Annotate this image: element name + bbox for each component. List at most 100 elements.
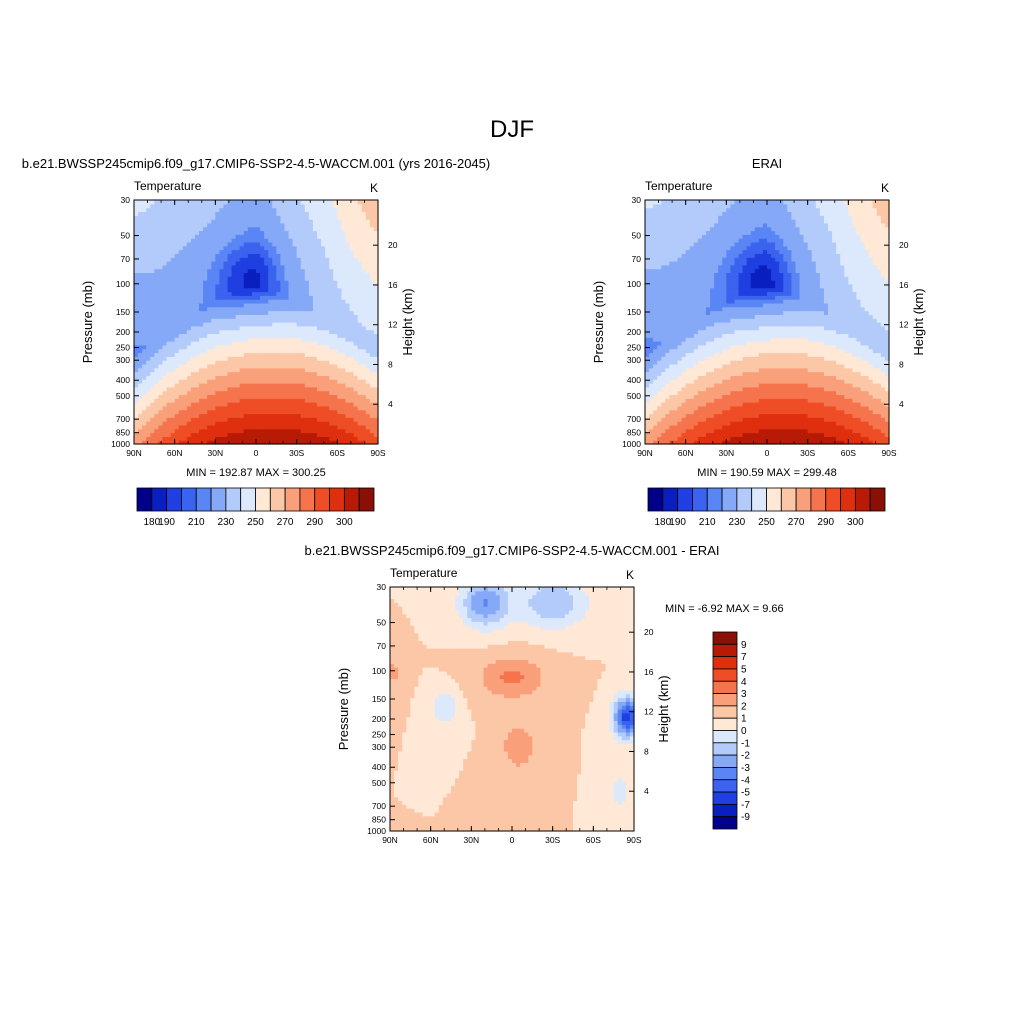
field-cell (349, 344, 355, 350)
field-cell (178, 356, 184, 361)
field-cell (260, 348, 265, 354)
field-cell (272, 310, 277, 315)
field-cell (186, 329, 192, 335)
field-cell (276, 333, 281, 338)
field-cell (251, 230, 257, 235)
field-cell (308, 344, 314, 350)
field-cell (223, 272, 229, 277)
field-cell (284, 440, 290, 445)
field-cell (138, 226, 143, 232)
field-cell (256, 215, 261, 220)
field-cell (235, 219, 241, 224)
field-cell (693, 295, 699, 300)
field-cell (681, 371, 687, 376)
field-cell (345, 291, 351, 296)
field-cell (349, 386, 355, 392)
field-cell (304, 302, 310, 308)
field-cell (146, 333, 151, 338)
field-cell (677, 390, 683, 396)
field-cell (706, 322, 711, 327)
field-cell (219, 413, 225, 418)
field-cell (280, 341, 286, 346)
field-cell (146, 257, 151, 262)
field-cell (649, 440, 654, 445)
field-cell (300, 241, 306, 247)
field-cell (239, 226, 245, 232)
field-cell (689, 222, 695, 228)
field-cell (146, 322, 151, 327)
y-tick-label: 1000 (111, 439, 130, 449)
field-cell (341, 344, 347, 350)
field-cell (685, 295, 691, 300)
field-cell (365, 234, 371, 239)
field-cell (325, 428, 330, 434)
field-cell (300, 261, 306, 266)
field-cell (706, 436, 711, 441)
field-cell (349, 280, 355, 285)
field-cell (292, 268, 298, 274)
field-cell (665, 352, 670, 357)
field-cell (697, 333, 703, 338)
field-cell (215, 436, 220, 441)
field-cell (685, 268, 691, 274)
field-cell (207, 352, 212, 357)
field-cell (337, 432, 342, 437)
field-cell (689, 295, 695, 300)
field-cell (276, 302, 281, 308)
field-cell (211, 424, 216, 430)
field-cell (357, 272, 363, 277)
field-cell (337, 394, 342, 399)
field-cell (321, 314, 326, 319)
field-cell (317, 291, 322, 296)
field-cell (235, 363, 241, 369)
field-cell (219, 200, 225, 205)
field-cell (349, 333, 355, 338)
field-cell (219, 276, 225, 281)
field-cell (317, 226, 322, 232)
field-cell (280, 287, 286, 293)
field-cell (685, 424, 691, 430)
field-cell (645, 291, 650, 296)
field-cell (268, 219, 273, 224)
field-cell (247, 421, 253, 426)
field-cell (178, 203, 184, 209)
field-cell (223, 207, 229, 213)
field-cell (251, 394, 257, 399)
field-cell (649, 379, 654, 384)
field-cell (341, 436, 347, 441)
field-cell (272, 318, 277, 323)
field-cell (182, 405, 188, 411)
field-cell (677, 322, 683, 327)
field-cell (219, 424, 225, 430)
field-cell (215, 203, 220, 209)
field-cell (174, 215, 180, 220)
field-cell (251, 436, 257, 441)
field-cell (296, 306, 302, 312)
field-cell (373, 200, 379, 205)
field-cell (199, 234, 204, 239)
field-cell (685, 287, 691, 293)
field-cell (365, 405, 371, 411)
field-cell (673, 222, 679, 228)
field-cell (154, 344, 159, 350)
field-cell (333, 360, 338, 365)
field-cell (227, 253, 233, 258)
field-cell (247, 253, 253, 258)
field-cell (357, 234, 363, 239)
field-cell (138, 383, 143, 388)
field-cell (349, 249, 355, 254)
field-cell (207, 200, 212, 205)
field-cell (215, 363, 220, 369)
field-cell (223, 314, 229, 319)
field-cell (329, 253, 334, 258)
field-cell (235, 413, 241, 418)
field-cell (203, 405, 208, 411)
field-cell (264, 291, 269, 296)
field-cell (317, 329, 322, 335)
field-cell (231, 356, 237, 361)
field-cell (235, 314, 241, 319)
field-cell (247, 249, 253, 254)
field-cell (369, 226, 375, 232)
field-cell (661, 280, 666, 285)
field-cell (280, 226, 286, 232)
